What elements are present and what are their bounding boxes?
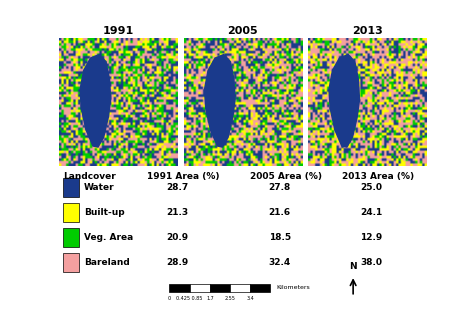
Text: Bareland: Bareland (84, 258, 130, 267)
Bar (63, 253, 80, 272)
Text: 2013 Area (%): 2013 Area (%) (342, 172, 414, 181)
Text: 1.7: 1.7 (206, 295, 214, 300)
Text: Landcover: Landcover (63, 172, 116, 181)
Text: 38.0: 38.0 (360, 258, 383, 267)
Text: 32.4: 32.4 (269, 258, 291, 267)
Text: 27.8: 27.8 (269, 183, 291, 192)
Text: 0: 0 (168, 295, 171, 300)
Text: Water: Water (84, 183, 115, 192)
Title: 2013: 2013 (352, 26, 383, 36)
Text: N: N (349, 261, 357, 270)
Text: 1991 Area (%): 1991 Area (%) (147, 172, 220, 181)
Text: 2005 Area (%): 2005 Area (%) (250, 172, 322, 181)
Text: 2.55: 2.55 (225, 295, 236, 300)
Polygon shape (204, 54, 236, 148)
Title: 1991: 1991 (103, 26, 134, 36)
Text: 21.6: 21.6 (269, 208, 291, 217)
Bar (230, 284, 250, 292)
Polygon shape (79, 54, 111, 148)
Bar (63, 178, 80, 197)
Text: 0.425 0.85: 0.425 0.85 (176, 295, 203, 300)
Text: 28.7: 28.7 (166, 183, 188, 192)
Text: 21.3: 21.3 (166, 208, 188, 217)
Text: 18.5: 18.5 (269, 233, 291, 242)
Text: 28.9: 28.9 (166, 258, 188, 267)
Text: 24.1: 24.1 (360, 208, 383, 217)
Text: Kilometers: Kilometers (276, 285, 310, 290)
Text: 20.9: 20.9 (166, 233, 188, 242)
Title: 2005: 2005 (228, 26, 258, 36)
Bar (190, 284, 210, 292)
Bar (169, 284, 190, 292)
Text: Veg. Area: Veg. Area (84, 233, 134, 242)
Text: 12.9: 12.9 (360, 233, 383, 242)
Text: 3.4: 3.4 (246, 295, 254, 300)
Bar (210, 284, 230, 292)
Text: Built-up: Built-up (84, 208, 125, 217)
Bar (63, 228, 80, 247)
Polygon shape (328, 54, 360, 148)
Bar (250, 284, 271, 292)
Text: 25.0: 25.0 (360, 183, 383, 192)
Bar (63, 203, 80, 222)
